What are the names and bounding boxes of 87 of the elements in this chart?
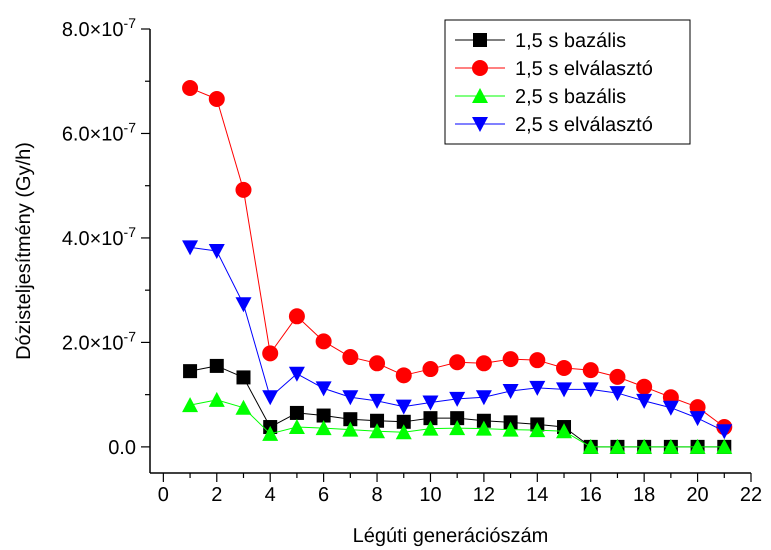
y-tick-label: 0.0 [108,436,136,459]
point [716,424,732,440]
point [502,351,519,368]
point [529,422,546,438]
point [235,182,252,198]
point [476,390,492,406]
x-tick-label: 0 [158,484,169,506]
point [450,411,464,426]
point [316,420,332,436]
x-axis-title: Légúti generációszám [352,525,548,547]
y-axis-title: Dózisteljesítmény (Gy/h) [13,142,35,360]
point [582,382,599,398]
legend-label: 2,5 s bazális [515,86,626,108]
point [423,411,438,426]
point [529,380,546,396]
point [636,394,652,409]
x-tick-label: 10 [419,484,442,506]
point [449,392,466,407]
point [449,354,466,370]
point [609,386,626,402]
point [476,355,492,372]
point [288,308,305,324]
legend-label: 1,5 s bazális [515,30,626,52]
point [396,424,412,440]
y-tick-label: 8.0×10$^{-7}$ [62,15,136,41]
point [396,414,411,429]
point [342,349,358,366]
point [690,411,706,426]
point [370,414,384,428]
point [316,333,332,350]
point [369,423,386,438]
x-tick-label: 8 [371,484,383,506]
point [208,244,225,259]
x-tick-label: 14 [526,484,548,506]
point [182,240,198,256]
point [208,392,225,407]
point [529,352,546,368]
point [343,412,358,426]
point [316,381,332,396]
x-tick-label: 22 [740,484,762,506]
point [396,367,412,384]
x-tick-label: 2 [211,484,222,506]
point [316,408,331,423]
point [636,378,652,395]
legend-label: 1,5 s elválasztó [515,58,653,80]
y-tick-label: 4.0×10$^{-7}$ [62,224,136,250]
y-tick-label: 2.0×10$^{-7}$ [62,328,136,354]
x-tick-label: 12 [472,484,496,506]
point [422,395,438,410]
point [182,397,198,412]
point [582,362,599,378]
point [288,419,305,434]
point [236,370,250,384]
point [396,400,412,415]
point [183,364,198,378]
point [342,422,358,437]
point [476,420,492,436]
point [662,400,679,416]
x-tick-label: 20 [686,484,709,506]
point [422,420,438,436]
point [235,297,252,312]
point [182,80,198,96]
x-tick-label: 16 [580,484,602,506]
point [262,426,278,441]
point [556,382,572,398]
point [208,90,225,107]
legend-label: 2,5 s elválasztó [515,114,653,136]
point [288,366,305,382]
x-tick-label: 6 [318,484,330,506]
x-tick-label: 18 [633,484,656,506]
point [342,390,358,406]
point [369,355,386,372]
point [369,394,386,409]
point [556,360,572,376]
point [449,420,466,436]
y-tick-label: 6.0×10$^{-7}$ [62,119,136,146]
point [502,384,519,399]
point [262,345,278,362]
point [235,400,252,415]
point [502,422,519,437]
point [422,361,438,378]
point [210,358,224,373]
point [262,390,278,406]
point [556,423,572,438]
x-tick-label: 4 [264,484,276,506]
point [290,406,304,420]
point [609,368,626,385]
